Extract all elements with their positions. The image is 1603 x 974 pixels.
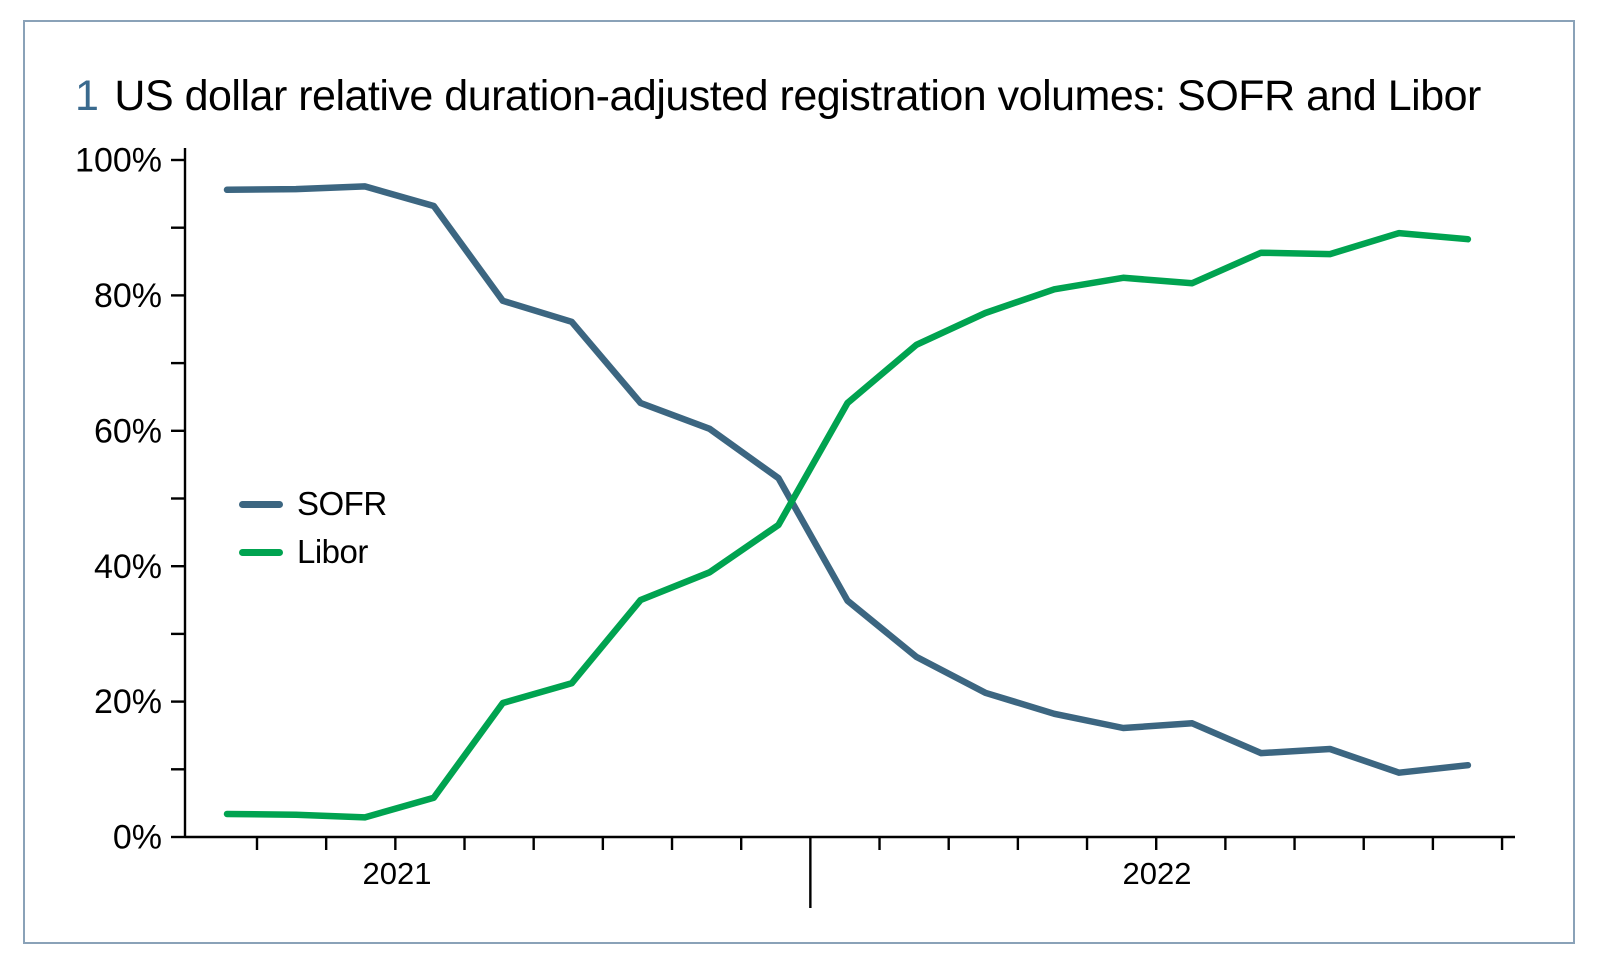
figure-card: 1 US dollar relative duration-adjusted re… <box>23 20 1575 944</box>
y-tick-label: 80% <box>94 277 162 315</box>
sofr-line-swatch <box>239 500 283 508</box>
y-tick-label: 20% <box>94 683 162 721</box>
figure-title-text: US dollar relative duration-adjusted reg… <box>114 72 1481 120</box>
chart-legend: SOFR Libor <box>239 480 387 576</box>
y-tick-label: 100% <box>75 142 162 180</box>
legend-label-sofr: SOFR <box>297 485 387 522</box>
libor-line-swatch <box>239 548 283 556</box>
legend-item-sofr: SOFR <box>239 480 387 528</box>
y-tick-label: 40% <box>94 548 162 586</box>
figure-number: 1 <box>75 72 99 120</box>
legend-item-libor: Libor <box>239 528 387 576</box>
y-tick-label: 60% <box>94 412 162 450</box>
series-line-libor <box>223 229 1472 821</box>
x-year-label: 2021 <box>363 856 432 891</box>
series-line-sofr <box>223 183 1472 776</box>
x-year-label: 2022 <box>1123 856 1192 891</box>
chart-title: 1 US dollar relative duration-adjusted re… <box>75 72 1575 121</box>
y-tick-label: 0% <box>113 819 162 857</box>
legend-label-libor: Libor <box>297 533 368 570</box>
